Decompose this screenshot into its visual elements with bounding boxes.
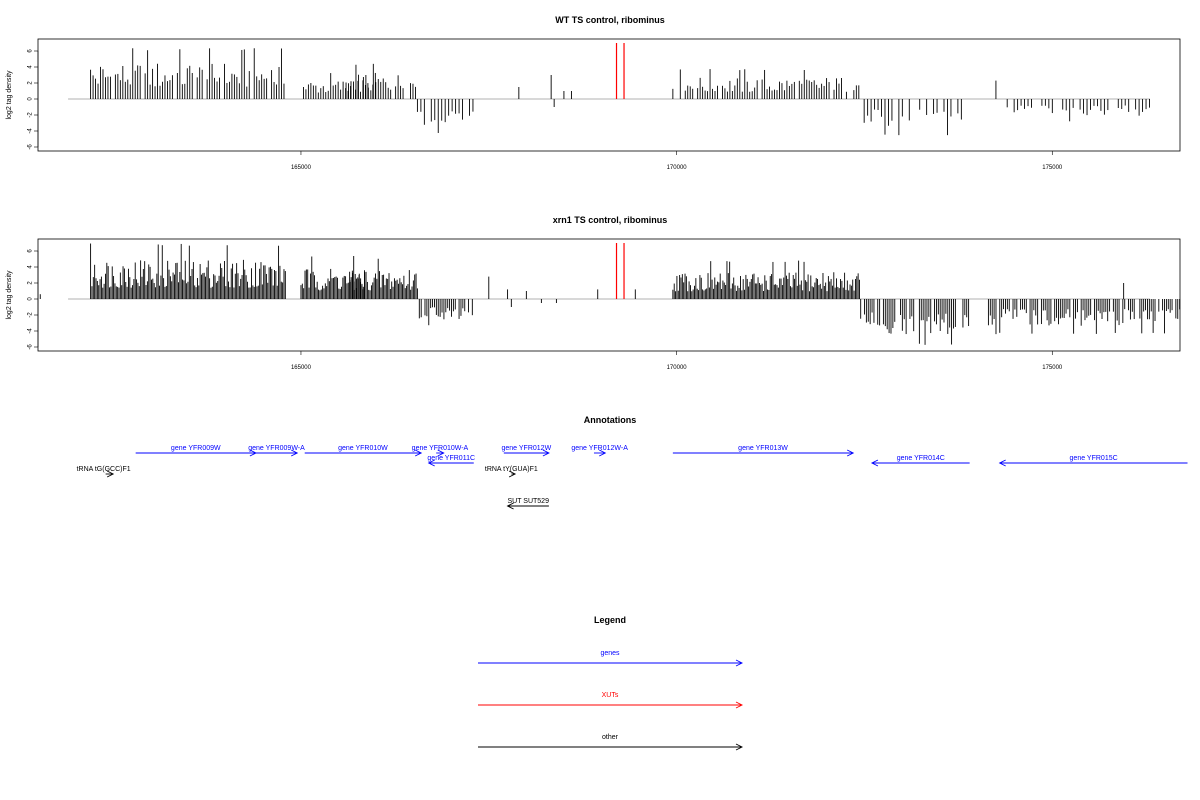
wt-y-tick-label: 6: [28, 49, 34, 53]
annotation-feature-label: gene YFR012W: [502, 445, 552, 452]
xrn1-y-axis-label: log2 tag density: [6, 270, 13, 320]
annotation-feature-arrowhead: [599, 449, 607, 457]
wt-track-title: WT TS control, ribominus: [555, 15, 665, 25]
wt-x-axis: 165000 170000 175000: [291, 151, 1063, 171]
wt-x-tick-label: 175000: [1042, 165, 1063, 171]
annotation-feature-label: gene YFR009W: [171, 445, 221, 452]
xrn1-y-tick-label: -6: [28, 344, 34, 350]
xrn1-y-tick-label: 6: [28, 249, 34, 253]
xrn1-y-tick-label: -2: [28, 312, 34, 318]
wt-x-tick-label: 165000: [291, 165, 312, 171]
annotation-feature-arrowhead: [414, 449, 423, 457]
xrn1-y-tick-label: 0: [28, 297, 34, 301]
legend-title: Legend: [594, 615, 626, 625]
legend-arrowhead: [735, 659, 744, 667]
annotation-feature-label: gene YFR010W-A: [412, 445, 469, 452]
legend-items: genes XUTs other: [478, 650, 744, 751]
wt-track-panel: WT TS control, ribominus log2 tag densit…: [6, 15, 1181, 171]
annotation-track: Annotations gene YFR009W gene YFR009W-A ge…: [77, 415, 1188, 510]
wt-data-marks: [68, 43, 1150, 136]
legend-label: other: [602, 734, 619, 741]
annotation-feature-arrowhead: [508, 470, 517, 478]
annotation-feature-label: gene YFR014C: [897, 455, 945, 462]
wt-y-tick-label: -6: [28, 144, 34, 150]
wt-y-tick-label: 0: [28, 97, 34, 101]
annotation-feature-label: SUT SUT529: [507, 498, 549, 505]
xrn1-x-tick-label: 175000: [1042, 365, 1063, 371]
annotation-feature-arrowhead: [542, 449, 550, 457]
legend-label: XUTs: [602, 692, 619, 699]
legend: Legend genes XUTs other: [478, 615, 744, 751]
annotation-feature-label: gene YFR011C: [427, 455, 475, 462]
wt-y-tick-label: 4: [28, 65, 34, 69]
wt-y-axis: -6 -4 -2 0 2 4 6: [28, 49, 39, 150]
annotation-feature-label: gene YFR015C: [1070, 455, 1118, 462]
annotation-feature-arrowhead: [998, 459, 1006, 467]
annotation-feature-label: tRNA tY(GUA)F1: [485, 466, 538, 473]
annotation-feature-label: gene YFR012W-A: [571, 445, 628, 452]
xrn1-x-tick-label: 170000: [667, 365, 688, 371]
xrn1-x-tick-label: 165000: [291, 365, 312, 371]
annotation-feature-label: gene YFR013W: [738, 445, 788, 452]
xrn1-track-panel: xrn1 TS control, ribominus log2 tag dens…: [6, 215, 1181, 371]
annotation-feature-arrowhead: [106, 470, 115, 478]
annotation-feature-arrowhead: [846, 449, 855, 457]
annotation-feature-arrowhead: [291, 449, 299, 457]
legend-label: genes: [600, 650, 620, 657]
wt-x-tick-label: 170000: [667, 165, 688, 171]
xrn1-x-axis: 165000 170000 175000: [291, 351, 1063, 371]
xrn1-y-axis: -6 -4 -2 0 2 4 6: [28, 249, 39, 350]
annotation-feature-label: gene YFR009W-A: [248, 445, 305, 452]
legend-arrowhead: [735, 701, 744, 709]
xrn1-data-marks: [39, 243, 1181, 345]
wt-y-tick-label: 2: [28, 81, 34, 85]
annotation-feature-arrowhead: [437, 449, 445, 457]
annotation-features: gene YFR009W gene YFR009W-A gene YFR010W ge…: [77, 445, 1188, 510]
annotation-feature-arrowhead: [870, 459, 879, 467]
wt-y-axis-label: log2 tag density: [6, 70, 13, 120]
xrn1-y-tick-label: 2: [28, 281, 34, 285]
annotation-feature-label: gene YFR010W: [338, 445, 388, 452]
annotations-title: Annotations: [584, 415, 637, 425]
legend-arrowhead: [735, 743, 744, 751]
xrn1-y-tick-label: 4: [28, 265, 34, 269]
wt-y-tick-label: -4: [28, 128, 34, 134]
xrn1-y-tick-label: -4: [28, 328, 34, 334]
annotation-feature-arrowhead: [506, 502, 514, 510]
annotation-feature-arrowhead: [427, 459, 435, 467]
xrn1-track-title: xrn1 TS control, ribominus: [553, 215, 668, 225]
wt-y-tick-label: -2: [28, 112, 34, 118]
annotation-feature-label: tRNA tG(GCC)F1: [77, 466, 131, 473]
